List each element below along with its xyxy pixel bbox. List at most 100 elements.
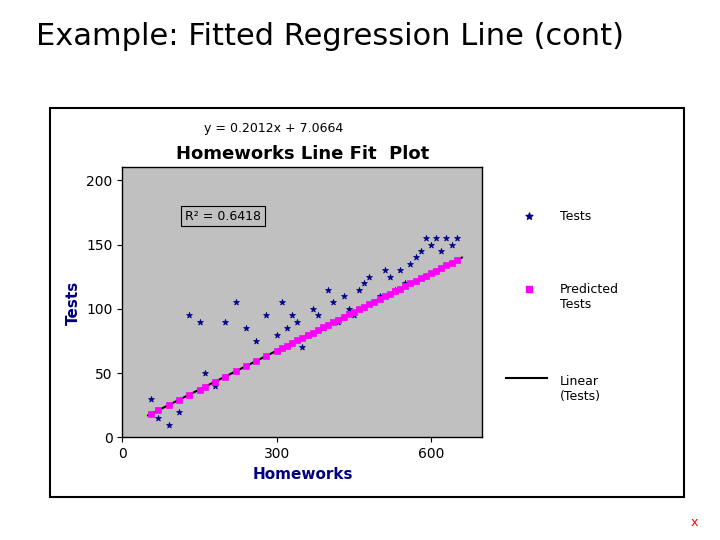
Text: Linear
(Tests): Linear (Tests): [560, 375, 600, 403]
Point: [318, 324, 329, 333]
Point: [251, 357, 262, 366]
Point: [297, 343, 308, 352]
Point: [194, 385, 205, 394]
Point: [276, 298, 287, 307]
Point: [199, 383, 210, 391]
Point: [302, 330, 313, 339]
Point: [302, 331, 313, 340]
Point: [410, 253, 421, 262]
Point: [420, 234, 431, 242]
Point: [431, 266, 442, 275]
Point: [451, 234, 462, 242]
Point: [220, 318, 231, 326]
Point: [354, 285, 365, 294]
Point: [292, 318, 303, 326]
Point: [436, 247, 447, 255]
Point: [318, 323, 329, 332]
Text: y = 0.2012x + 7.0664: y = 0.2012x + 7.0664: [204, 122, 343, 135]
Y-axis label: Tests: Tests: [66, 280, 81, 325]
Point: [338, 292, 349, 300]
Point: [384, 272, 395, 281]
Point: [282, 341, 293, 350]
Point: [338, 313, 349, 321]
Title: Homeworks Line Fit  Plot: Homeworks Line Fit Plot: [176, 145, 429, 163]
Text: Predicted
Tests: Predicted Tests: [560, 283, 618, 311]
Point: [395, 284, 406, 293]
Point: [446, 240, 457, 249]
Point: [390, 287, 401, 295]
Point: [431, 234, 442, 242]
Point: [395, 266, 406, 274]
Point: [426, 240, 437, 249]
Point: [240, 362, 251, 370]
Point: [307, 328, 318, 337]
Point: [307, 305, 318, 313]
Point: [153, 414, 164, 422]
Point: [312, 326, 323, 334]
Point: [400, 282, 411, 291]
Point: [446, 259, 457, 267]
Point: [379, 266, 390, 274]
Point: [348, 311, 359, 320]
Point: [230, 298, 241, 307]
Point: [343, 310, 354, 319]
Point: [359, 279, 370, 287]
Point: [390, 285, 401, 294]
Point: [323, 285, 334, 294]
Point: [145, 410, 156, 418]
Point: [230, 367, 241, 376]
Point: [220, 372, 231, 381]
Point: [333, 315, 344, 324]
Point: [405, 279, 416, 288]
Point: [364, 272, 375, 281]
Point: [276, 344, 287, 353]
Point: [415, 274, 426, 282]
Point: [240, 324, 251, 333]
Point: [174, 407, 185, 416]
Point: [271, 346, 282, 355]
Point: [210, 377, 221, 386]
Point: [441, 261, 452, 269]
Point: [323, 321, 334, 329]
Point: [251, 336, 262, 345]
Text: R² = 0.6418: R² = 0.6418: [185, 210, 261, 222]
Point: [271, 330, 282, 339]
Point: [199, 369, 210, 377]
Point: [436, 264, 447, 272]
Point: [364, 300, 375, 308]
Point: [451, 256, 462, 265]
Point: [523, 212, 535, 220]
Point: [415, 247, 426, 255]
Point: [369, 297, 380, 306]
Point: [523, 285, 535, 293]
Point: [163, 401, 174, 409]
Text: x: x: [691, 516, 698, 529]
Point: [426, 269, 437, 278]
Point: [312, 311, 323, 320]
Point: [405, 260, 416, 268]
Point: [163, 420, 174, 429]
Point: [184, 311, 195, 320]
Point: [343, 305, 354, 313]
Point: [297, 334, 308, 342]
Point: [441, 234, 452, 242]
Point: [282, 324, 293, 333]
Point: [261, 311, 272, 320]
Point: [153, 406, 164, 415]
Point: [174, 395, 185, 404]
Point: [145, 395, 156, 403]
Point: [420, 272, 431, 280]
Point: [287, 339, 298, 347]
Point: [384, 289, 395, 298]
Point: [354, 305, 365, 314]
Point: [261, 352, 272, 360]
Point: [210, 382, 221, 390]
Point: [400, 279, 411, 287]
X-axis label: Homeworks: Homeworks: [252, 467, 353, 482]
Point: [374, 295, 385, 303]
Point: [328, 318, 339, 327]
Point: [348, 308, 359, 316]
Point: [359, 302, 370, 311]
Point: [184, 390, 195, 399]
Point: [333, 318, 344, 326]
